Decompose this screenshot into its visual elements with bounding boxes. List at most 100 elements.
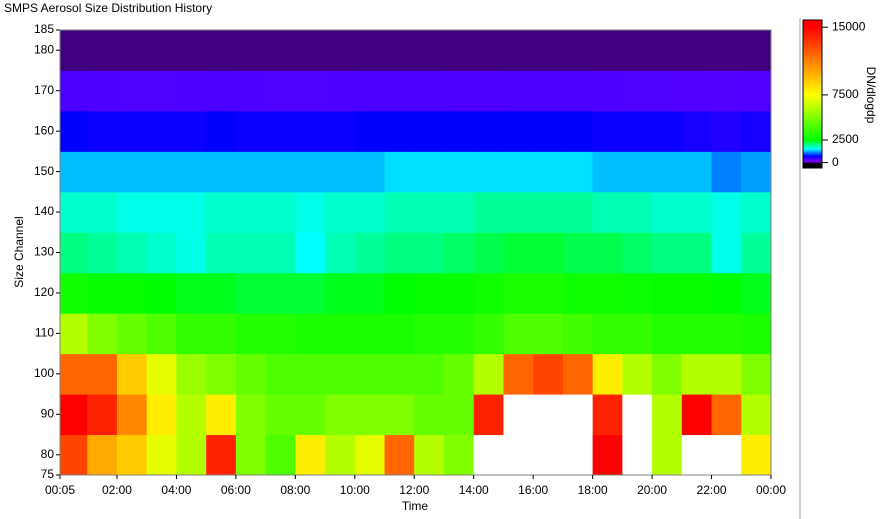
heatmap-cell <box>711 151 742 193</box>
heatmap-cell <box>562 272 594 314</box>
heatmap-cell <box>146 151 177 193</box>
chart-title: SMPS Aerosol Size Distribution History <box>4 1 212 15</box>
heatmap-cell <box>146 272 177 314</box>
heatmap-cell <box>503 232 534 274</box>
heatmap-cell <box>116 434 148 476</box>
y-tick-label: 150 <box>34 164 54 178</box>
heatmap-cell <box>503 313 534 355</box>
heatmap-cell <box>176 151 207 193</box>
heatmap-cell <box>60 70 88 112</box>
heatmap-cell <box>443 110 475 152</box>
heatmap-cell <box>681 313 713 355</box>
heatmap-cell <box>60 191 88 233</box>
heatmap-cell <box>354 191 386 233</box>
heatmap-cell <box>354 434 386 476</box>
heatmap-cell <box>116 110 148 152</box>
y-tick-label: 180 <box>34 42 54 56</box>
heatmap-cell <box>60 313 88 355</box>
heatmap-cell <box>206 110 237 152</box>
heatmap-cell <box>146 353 177 395</box>
heatmap-cell <box>533 313 564 355</box>
heatmap-cell <box>711 110 742 152</box>
heatmap-cell <box>60 151 88 193</box>
heatmap-cell <box>60 272 88 314</box>
heatmap-cell <box>116 272 148 314</box>
heatmap-cell <box>265 110 296 152</box>
heatmap-cell <box>235 30 267 71</box>
heatmap-cell <box>681 353 713 395</box>
colorbar-tick-label: 7500 <box>832 87 859 101</box>
heatmap-cell <box>384 313 415 355</box>
heatmap-cell <box>533 394 564 436</box>
heatmap-cell <box>176 110 207 152</box>
heatmap-cell <box>414 151 445 193</box>
heatmap-cell <box>533 30 564 71</box>
heatmap-cell <box>116 353 148 395</box>
heatmap-cell <box>206 151 237 193</box>
heatmap-cell <box>87 30 118 71</box>
heatmap-cell <box>235 70 267 112</box>
heatmap-cell <box>622 30 653 71</box>
heatmap-cell <box>176 313 207 355</box>
heatmap-cell <box>325 232 356 274</box>
heatmap-cell <box>473 30 504 71</box>
heatmap-cell <box>652 30 683 71</box>
heatmap-cell <box>354 313 386 355</box>
heatmap-cell <box>681 110 713 152</box>
y-tick-label: 100 <box>34 366 54 380</box>
heatmap-cell <box>711 272 742 314</box>
heatmap-cell <box>741 191 772 233</box>
heatmap-cell <box>622 394 653 436</box>
heatmap-cell <box>384 353 415 395</box>
heatmap-cell <box>60 394 88 436</box>
heatmap-cell <box>235 353 267 395</box>
heatmap-cell <box>681 191 713 233</box>
heatmap-cell <box>741 353 772 395</box>
heatmap-cell <box>562 191 594 233</box>
heatmap-cell <box>116 30 148 71</box>
heatmap-cell <box>295 70 326 112</box>
heatmap-cell <box>592 30 623 71</box>
y-axis-label: Size Channel <box>12 216 26 287</box>
heatmap-cell <box>443 434 475 476</box>
heatmap-cell <box>235 313 267 355</box>
heatmap-cell <box>741 151 772 193</box>
heatmap-cell <box>295 191 326 233</box>
heatmap-cell <box>622 313 653 355</box>
heatmap-cell <box>622 232 653 274</box>
colorbar-tick-label: 2500 <box>832 132 859 146</box>
heatmap-cell <box>473 151 504 193</box>
heatmap-cell <box>295 272 326 314</box>
heatmap-cell <box>414 191 445 233</box>
heatmap-cell <box>295 434 326 476</box>
heatmap-cell <box>295 110 326 152</box>
heatmap-cell <box>176 70 207 112</box>
heatmap-cell <box>562 394 594 436</box>
x-tick-label: 10:00 <box>340 483 370 497</box>
heatmap-cell <box>87 313 118 355</box>
heatmap-cell <box>384 434 415 476</box>
colorbar <box>802 19 823 169</box>
heatmap-cell <box>473 191 504 233</box>
colorbar-tick-label: 0 <box>832 155 839 169</box>
x-tick-label: 20:00 <box>637 483 667 497</box>
heatmap-cell <box>592 70 623 112</box>
heatmap-cell <box>325 353 356 395</box>
heatmap-cell <box>711 313 742 355</box>
heatmap-cell <box>87 232 118 274</box>
y-tick-label: 185 <box>34 22 54 36</box>
heatmap-cell <box>681 434 713 476</box>
heatmap-cell <box>711 191 742 233</box>
x-axis-label: Time <box>402 499 429 513</box>
heatmap-cell <box>652 434 683 476</box>
heatmap-cell <box>652 394 683 436</box>
heatmap-cell <box>265 272 296 314</box>
heatmap-cell <box>414 70 445 112</box>
heatmap-cell <box>146 232 177 274</box>
heatmap-cell <box>206 191 237 233</box>
heatmap-cell <box>325 272 356 314</box>
heatmap-cell <box>443 70 475 112</box>
heatmap-cell <box>414 434 445 476</box>
heatmap-cell <box>384 151 415 193</box>
